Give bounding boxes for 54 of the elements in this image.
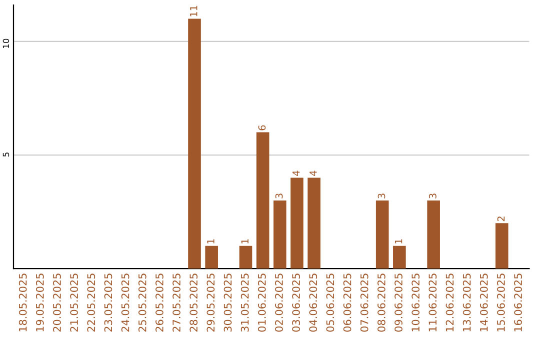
x-tick-label: 18.05.2025	[18, 274, 27, 332]
x-tick-label: 04.06.2025	[309, 274, 318, 332]
x-tick-label: 06.06.2025	[343, 274, 352, 332]
x-tick-label: 13.06.2025	[462, 274, 471, 332]
x-tick-label: 11.06.2025	[428, 274, 437, 332]
data-label: 3	[429, 194, 436, 198]
y-tick-label: 10	[2, 38, 10, 48]
x-tick-label: 03.06.2025	[292, 274, 300, 332]
x-tick-label: 21.05.2025	[70, 274, 78, 332]
x-tick-label: 05.06.2025	[326, 274, 334, 332]
x-tick-label: 27.05.2025	[172, 274, 180, 332]
bar	[256, 132, 270, 269]
x-tick-label: 16.06.2025	[514, 274, 522, 332]
x-tick-label: 12.06.2025	[446, 274, 454, 332]
x-tick-label: 10.06.2025	[412, 274, 420, 332]
bar	[393, 246, 406, 269]
x-tick-label: 15.06.2025	[497, 274, 505, 332]
x-tick-label: 19.05.2025	[36, 274, 44, 332]
x-tick-label: 23.05.2025	[104, 274, 112, 332]
x-tick-label: 20.05.2025	[53, 274, 61, 332]
bar	[427, 200, 440, 269]
y-tick-label: 5	[2, 152, 10, 157]
bar	[188, 18, 201, 269]
data-label: 3	[378, 194, 386, 198]
data-label: 1	[395, 239, 402, 244]
bar	[239, 246, 252, 269]
bar	[308, 178, 320, 269]
data-label: 2	[497, 216, 505, 222]
x-tick-label: 07.06.2025	[360, 274, 368, 332]
x-tick-label: 26.05.2025	[156, 274, 164, 332]
bar	[290, 178, 304, 269]
bar	[205, 246, 218, 269]
x-tick-label: 09.06.2025	[394, 274, 402, 332]
x-tick-label: 29.05.2025	[206, 274, 215, 332]
x-tick-label: 30.05.2025	[224, 274, 232, 332]
data-label: 1	[207, 239, 214, 244]
data-label: 6	[258, 125, 266, 130]
data-label: 3	[275, 194, 283, 198]
x-tick-label: 24.05.2025	[121, 274, 130, 332]
x-tick-label: 02.06.2025	[275, 274, 283, 332]
x-tick-label: 28.05.2025	[190, 274, 198, 332]
x-tick-label: 31.05.2025	[240, 274, 249, 332]
x-tick-label: 01.06.2025	[258, 274, 266, 332]
bar	[495, 223, 508, 269]
data-label: 4	[292, 170, 300, 176]
x-tick-label: 22.05.2025	[87, 274, 96, 332]
data-label: 11	[190, 6, 198, 16]
data-label: 4	[310, 170, 317, 176]
x-tick-label: 08.06.2025	[377, 274, 386, 332]
bar	[273, 200, 286, 269]
data-label: 1	[241, 239, 248, 244]
x-tick-label: 14.06.2025	[480, 274, 488, 332]
x-tick-label: 25.05.2025	[138, 274, 146, 332]
bar	[376, 200, 389, 269]
